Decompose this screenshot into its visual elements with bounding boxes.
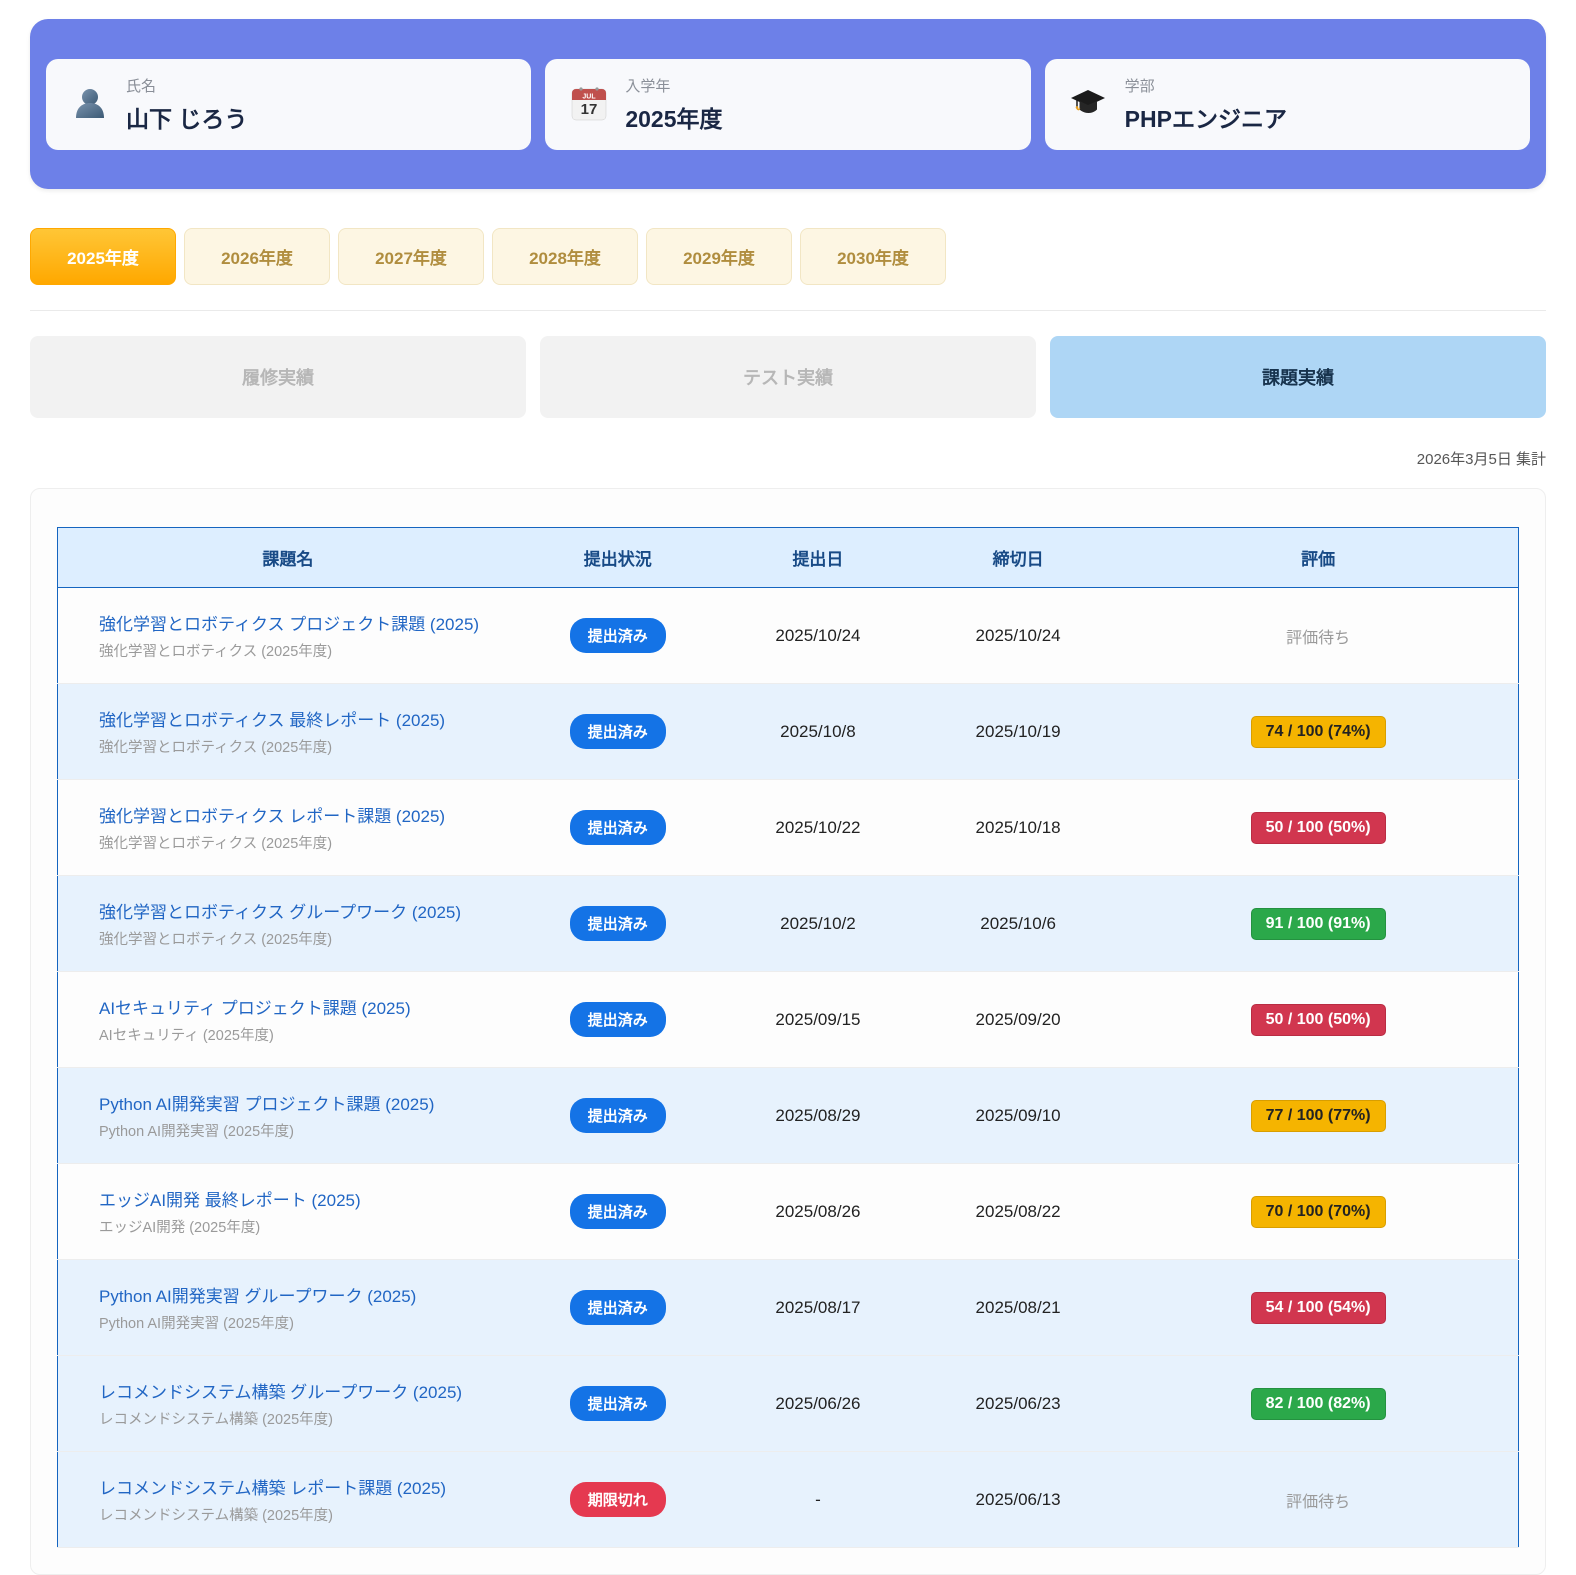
svg-text:JUL: JUL (583, 94, 597, 101)
svg-text:17: 17 (581, 101, 598, 118)
